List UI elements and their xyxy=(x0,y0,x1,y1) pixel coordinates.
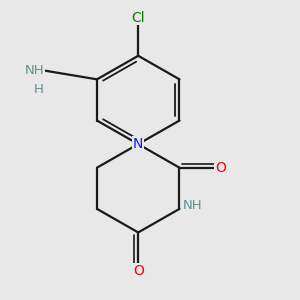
Text: Cl: Cl xyxy=(131,11,145,25)
Text: NH: NH xyxy=(24,64,44,77)
Text: N: N xyxy=(133,137,143,151)
Text: O: O xyxy=(215,161,226,175)
Text: H: H xyxy=(34,83,44,96)
Text: NH: NH xyxy=(183,200,203,212)
Text: O: O xyxy=(133,264,144,278)
